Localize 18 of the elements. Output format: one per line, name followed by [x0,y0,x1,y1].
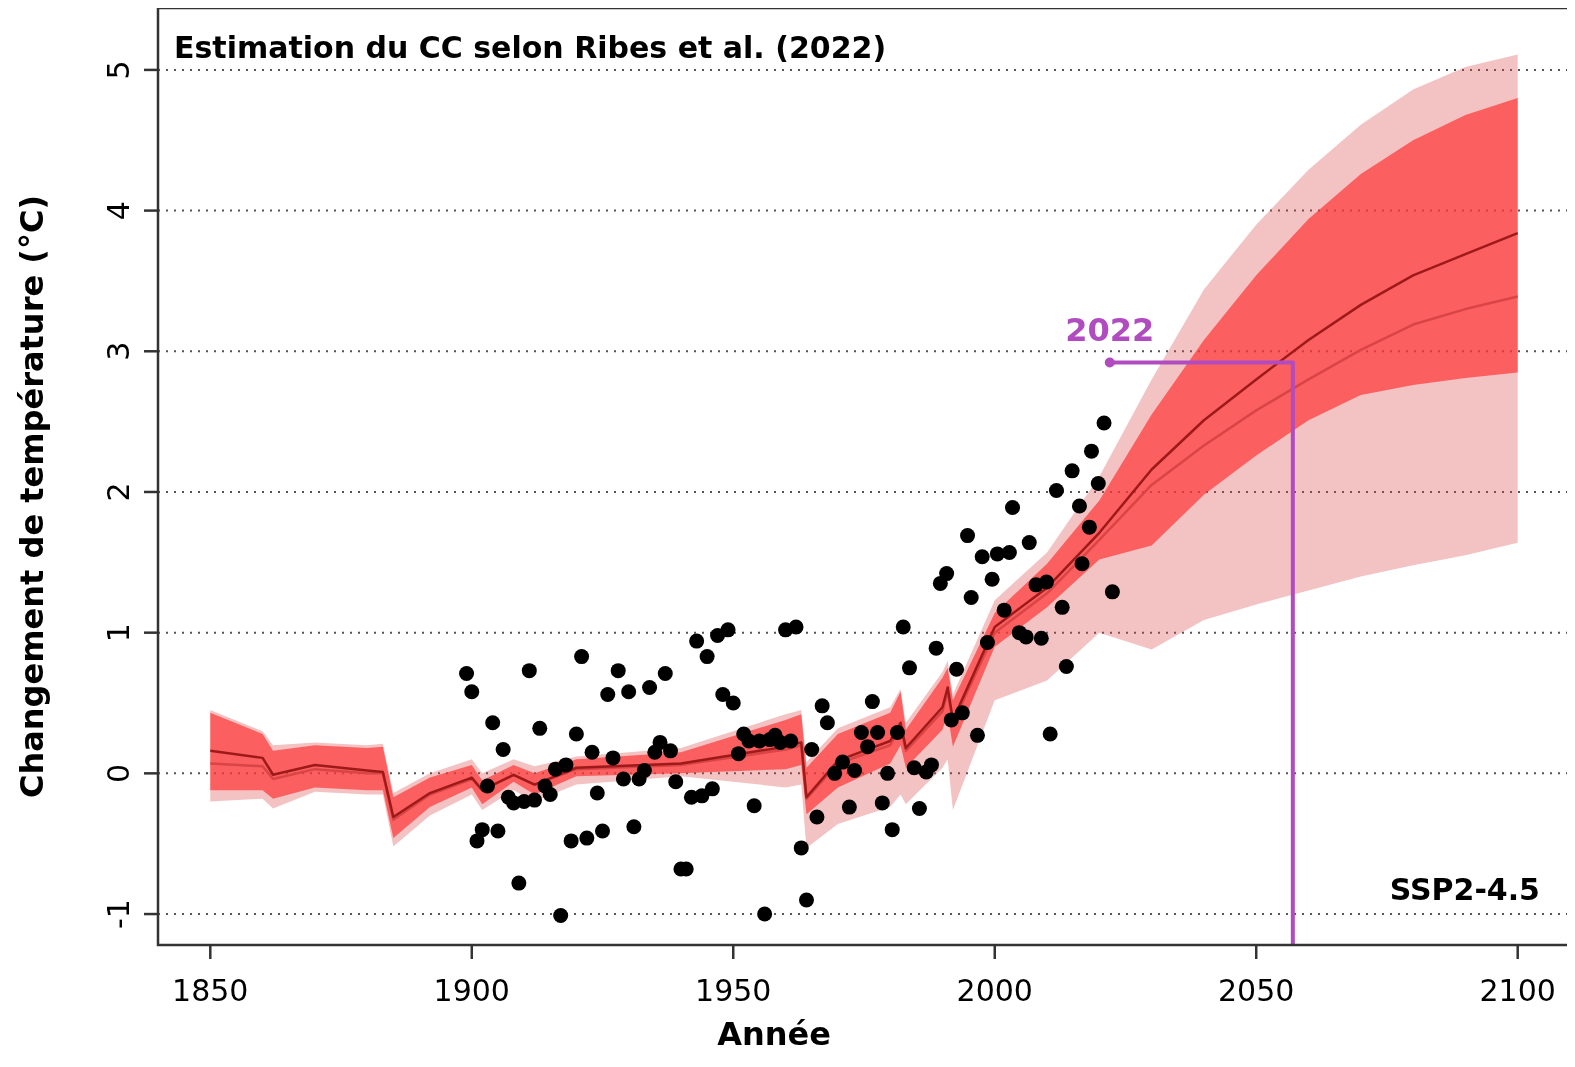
y-tick-label: 5 [100,60,136,80]
y-tick-label: 2 [100,482,136,502]
y-tick-label: 1 [100,623,136,643]
y-tick-label: 4 [100,201,136,221]
x-axis-title: Année [717,1015,831,1053]
x-tick-label: 2050 [1218,973,1295,1008]
y-tick-label: 3 [100,341,136,361]
y-tick-label: 0 [100,763,136,783]
x-tick-label: 1900 [433,973,510,1008]
series-label: 2022 [1065,310,1155,349]
x-tick-label: 1850 [172,973,249,1008]
x-tick-label: 2000 [956,973,1033,1008]
y-axis-title: Changement de température (°C) [13,194,51,799]
x-tick-label: 1950 [695,973,772,1008]
annotation: SSP2-4.5 [1389,872,1540,907]
x-tick-label: 2100 [1479,973,1556,1008]
text: Estimation du CC selon Ribes et al. (2022) [174,30,887,65]
y-tick-label: -1 [100,899,136,930]
